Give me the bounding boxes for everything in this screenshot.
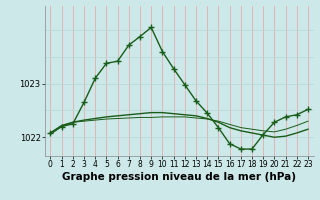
- X-axis label: Graphe pression niveau de la mer (hPa): Graphe pression niveau de la mer (hPa): [62, 172, 296, 182]
